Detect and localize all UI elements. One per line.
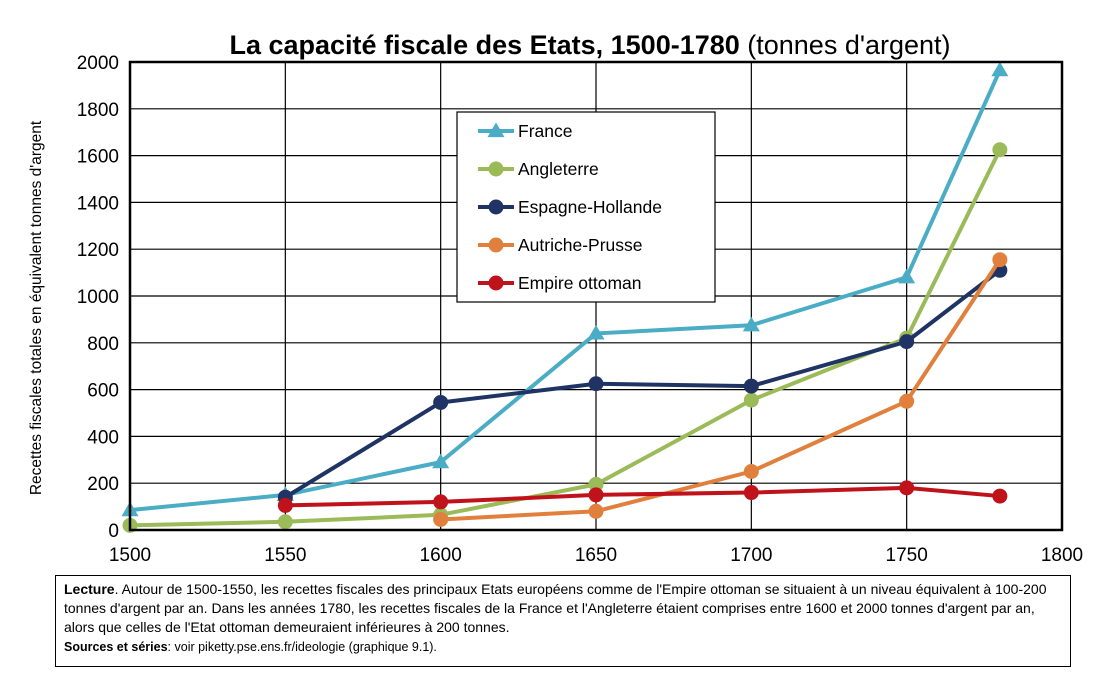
x-tick-label-1650: 1650	[575, 545, 617, 566]
legend-swatch-marker	[488, 199, 504, 215]
legend-item-angleterre: Angleterre	[478, 159, 599, 179]
note-sources-label: Sources et séries	[64, 640, 168, 654]
chart-title: La capacité fiscale des Etats, 1500-1780…	[229, 30, 950, 60]
legend-item-autriche-prusse: Autriche-Prusse	[478, 235, 643, 255]
y-tick-label-1200: 1200	[77, 240, 119, 261]
x-tick-label-1700: 1700	[730, 545, 772, 566]
data-point-empire-ottoman-1780	[992, 488, 1008, 504]
data-point-france-1600	[432, 453, 450, 469]
y-tick-label-800: 800	[87, 334, 119, 355]
y-tick-label-1000: 1000	[77, 287, 119, 308]
line-chart: La capacité fiscale des Etats, 1500-1780…	[28, 30, 1083, 566]
data-point-france-1750	[898, 268, 916, 284]
data-point-autriche-prusse-1750	[899, 393, 915, 409]
data-point-autriche-prusse-1700	[743, 464, 759, 479]
reading-note: Lecture. Autour de 1500-1550, les recett…	[55, 575, 1071, 667]
data-point-angleterre-1700	[743, 392, 759, 408]
data-point-empire-ottoman-1550	[277, 497, 293, 513]
legend-swatch-marker	[487, 122, 505, 138]
note-lead-text: . Autour de 1500-1550, les recettes fisc…	[64, 581, 1047, 635]
data-point-france-1780	[991, 61, 1009, 77]
legend-label-empire-ottoman: Empire ottoman	[518, 273, 642, 293]
legend-item-espagne-hollande: Espagne-Hollande	[478, 197, 662, 217]
x-tick-label-1800: 1800	[1041, 545, 1083, 566]
data-point-france-1650	[587, 324, 605, 340]
legend-item-empire-ottoman: Empire ottoman	[478, 273, 642, 293]
legend-label-espagne-hollande: Espagne-Hollande	[518, 197, 662, 217]
data-point-espagne-hollande-1650	[588, 376, 604, 392]
note-sources: Sources et séries: voir piketty.pse.ens.…	[64, 640, 437, 654]
note-lead-label: Lecture	[64, 581, 115, 597]
data-point-empire-ottoman-1650	[588, 487, 604, 503]
series-lines	[121, 61, 1009, 533]
y-tick-label-2000: 2000	[77, 53, 119, 74]
series-autriche-prusse	[433, 252, 1008, 527]
x-tick-label-1550: 1550	[264, 545, 306, 566]
x-tick-label-1750: 1750	[886, 545, 928, 566]
data-point-empire-ottoman-1600	[433, 494, 449, 510]
x-tick-label-1500: 1500	[109, 545, 151, 566]
chart-title-unit: (tonnes d'argent)	[740, 30, 951, 60]
legend-swatch-marker	[488, 275, 504, 291]
legend-item-france: France	[478, 121, 572, 141]
data-point-empire-ottoman-1750	[899, 480, 915, 496]
data-point-espagne-hollande-1700	[743, 378, 759, 394]
legend-label-autriche-prusse: Autriche-Prusse	[518, 235, 643, 255]
data-point-angleterre-1780	[992, 142, 1008, 158]
legend-swatch-marker	[488, 161, 504, 177]
y-tick-label-0: 0	[108, 521, 119, 542]
y-tick-label-1600: 1600	[77, 147, 119, 168]
data-point-angleterre-1650	[588, 476, 604, 492]
y-tick-label-600: 600	[87, 381, 119, 402]
data-point-angleterre-1550	[277, 514, 293, 530]
chart-title-main: La capacité fiscale des Etats, 1500-1780	[229, 30, 739, 60]
series-line-empire-ottoman	[285, 485, 1001, 508]
data-point-autriche-prusse-1600	[433, 511, 449, 527]
series-line-espagne-hollande	[284, 268, 1002, 499]
legend-label-france: France	[518, 121, 572, 141]
data-point-empire-ottoman-1700	[743, 485, 759, 501]
data-point-autriche-prusse-1650	[588, 503, 604, 519]
note-sources-text: : voir piketty.pse.ens.fr/ideologie (gra…	[167, 640, 437, 654]
series-empire-ottoman	[277, 480, 1008, 513]
plot-area-frame	[128, 60, 1064, 532]
legend-label-angleterre: Angleterre	[518, 159, 599, 179]
data-point-espagne-hollande-1750	[899, 334, 915, 350]
y-tick-label-1400: 1400	[77, 193, 119, 214]
data-point-france-1700	[742, 316, 760, 332]
y-axis-label: Recettes fiscales totales en équivalent …	[28, 120, 45, 495]
x-tick-label-1600: 1600	[420, 545, 462, 566]
legend-swatch-marker	[488, 237, 504, 253]
data-point-autriche-prusse-1780	[992, 252, 1008, 268]
legend: France Angleterre Espagne-Hollande Autriche…	[456, 111, 716, 303]
y-tick-label-200: 200	[87, 474, 119, 495]
axis-ticks: 0 200 400 600 800 1000 1200 1400 1600 1800 2000 150…	[77, 53, 1083, 566]
y-tick-label-1800: 1800	[77, 100, 119, 121]
y-tick-label-400: 400	[87, 427, 119, 448]
data-point-espagne-hollande-1600	[433, 394, 449, 410]
